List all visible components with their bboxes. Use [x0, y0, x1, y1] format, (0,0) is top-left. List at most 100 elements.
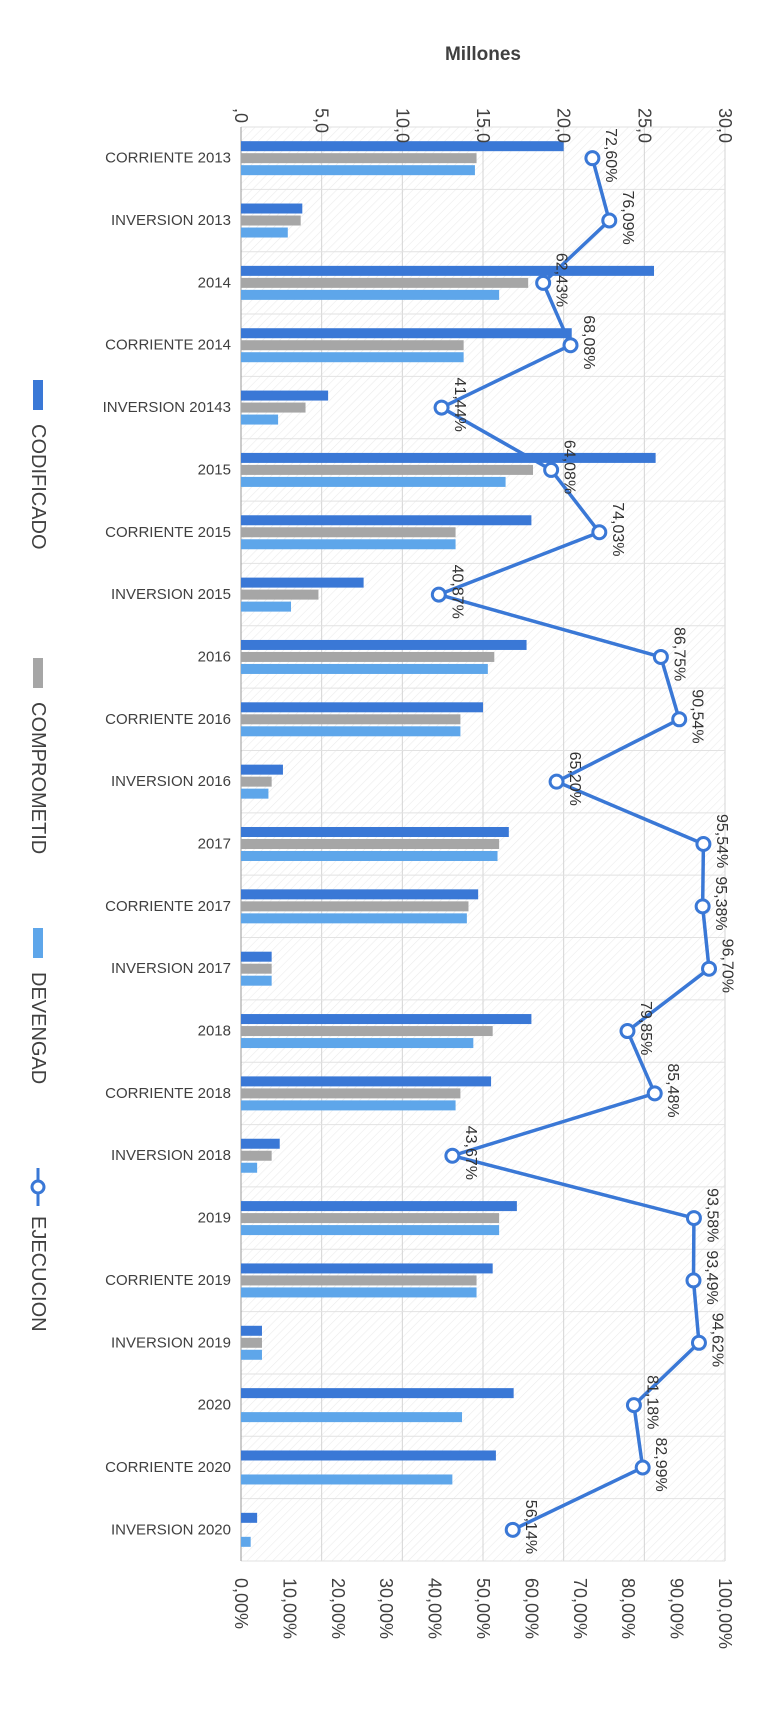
bar-comprometid — [241, 1150, 272, 1161]
bar-devengad — [241, 1474, 453, 1485]
bar-comprometid — [241, 340, 464, 351]
bottom-axis-tick-label: 100,00% — [715, 1578, 735, 1649]
legend-label-ejecucion: EJECUCION — [27, 1216, 49, 1332]
bar-comprometid — [241, 527, 456, 538]
category-label: INVERSION 2019 — [111, 1334, 231, 1351]
bar-codificado — [241, 1263, 493, 1274]
legend-label-devengad: DEVENGAD — [27, 972, 49, 1084]
category-label: 2016 — [198, 648, 231, 665]
bar-layer — [241, 141, 656, 1547]
bar-devengad — [241, 1100, 456, 1111]
data-label-ejecucion: 65,20% — [566, 752, 583, 806]
bar-devengad — [241, 414, 279, 425]
bar-devengad — [241, 1225, 500, 1236]
category-label: 2014 — [198, 274, 231, 291]
legend-swatch-codificado — [33, 380, 43, 410]
bar-comprometid — [241, 963, 272, 974]
legend: CODIFICADO COMPROMETID DEVENGAD EJECUCION — [27, 380, 49, 1332]
category-label: 2015 — [198, 461, 231, 478]
bar-codificado — [241, 1076, 492, 1087]
category-label: CORRIENTE 2020 — [105, 1459, 231, 1476]
data-label-ejecucion: 40,87% — [448, 565, 465, 619]
bar-codificado — [241, 1014, 532, 1025]
top-axis-tick-label: 20,0 — [554, 108, 574, 143]
legend-swatch-devengad — [33, 928, 43, 958]
top-axis-tick-label: 10,0 — [392, 108, 412, 143]
category-label: 2017 — [198, 836, 231, 853]
data-label-ejecucion: 56,14% — [522, 1500, 539, 1554]
data-label-ejecucion: 96,70% — [719, 939, 736, 993]
point-ejecucion — [433, 399, 450, 416]
category-label: CORRIENTE 2017 — [105, 898, 231, 915]
data-label-ejecucion: 85,48% — [664, 1063, 681, 1117]
data-label-ejecucion: 82,99% — [652, 1437, 669, 1491]
legend-label-codificado: CODIFICADO — [27, 424, 49, 550]
data-label-ejecucion: 94,62% — [708, 1313, 725, 1367]
legend-swatch-comprometid — [33, 658, 43, 688]
bar-codificado — [241, 702, 483, 713]
bar-codificado — [241, 889, 479, 900]
bar-comprometid — [241, 402, 306, 413]
bar-codificado — [241, 452, 656, 463]
bar-codificado — [241, 577, 364, 588]
bar-devengad — [241, 165, 475, 176]
bar-codificado — [241, 1512, 258, 1523]
data-label-ejecucion: 95,38% — [712, 876, 729, 930]
bar-codificado — [241, 764, 283, 775]
point-ejecucion — [591, 524, 608, 541]
bottom-axis-tick-label: 70,00% — [570, 1578, 590, 1639]
bar-comprometid — [241, 277, 529, 288]
point-ejecucion — [562, 337, 579, 354]
bar-comprometid — [241, 589, 319, 600]
bar-devengad — [241, 1536, 251, 1547]
category-label: INVERSION 2016 — [111, 773, 231, 790]
point-ejecucion — [685, 1272, 702, 1289]
category-label: INVERSION 2013 — [111, 212, 231, 229]
bar-codificado — [241, 141, 564, 152]
top-axis-title: Millones — [445, 44, 521, 65]
top-axis-tick-label: 30,0 — [715, 108, 735, 143]
bar-codificado — [241, 390, 329, 401]
category-label: 2020 — [198, 1397, 231, 1414]
bottom-axis-tick-label: 30,00% — [376, 1578, 396, 1639]
bar-comprometid — [241, 1026, 493, 1037]
data-label-ejecucion: 43,67% — [462, 1126, 479, 1180]
bar-devengad — [241, 289, 500, 300]
top-axis-tick-label: 25,0 — [634, 108, 654, 143]
bottom-axis-tick-label: 0,00% — [231, 1578, 251, 1629]
point-ejecucion — [430, 586, 447, 603]
point-ejecucion — [694, 898, 711, 915]
data-label-ejecucion: 62,43% — [553, 253, 570, 307]
point-ejecucion — [671, 711, 688, 728]
category-label: CORRIENTE 2016 — [105, 711, 231, 728]
point-ejecucion — [444, 1147, 461, 1164]
category-label: INVERSION 2015 — [111, 586, 231, 603]
category-label: CORRIENTE 2019 — [105, 1272, 231, 1289]
bar-codificado — [241, 1388, 514, 1399]
point-ejecucion — [685, 1210, 702, 1227]
data-label-ejecucion: 76,09% — [619, 191, 636, 245]
bar-comprometid — [241, 776, 272, 787]
bar-codificado — [241, 1201, 517, 1212]
top-axis-tick-label: ,0 — [231, 108, 251, 123]
bar-codificado — [241, 1325, 262, 1336]
bar-comprometid — [241, 1337, 262, 1348]
bar-comprometid — [241, 651, 495, 662]
top-axis-tick-label: 15,0 — [473, 108, 493, 143]
bar-devengad — [241, 726, 461, 737]
category-label: CORRIENTE 2013 — [105, 150, 231, 167]
bar-devengad — [241, 1162, 258, 1173]
bar-devengad — [241, 352, 464, 363]
bottom-axis-tick-label: 60,00% — [521, 1578, 541, 1639]
bar-devengad — [241, 1412, 463, 1423]
data-label-ejecucion: 64,08% — [561, 440, 578, 494]
bar-devengad — [241, 601, 292, 612]
point-ejecucion — [548, 773, 565, 790]
bar-devengad — [241, 476, 506, 487]
bar-devengad — [241, 851, 498, 861]
category-label: INVERSION 20143 — [103, 399, 231, 416]
data-label-ejecucion: 90,54% — [689, 689, 706, 743]
bar-codificado — [241, 951, 272, 962]
bar-codificado — [241, 639, 527, 650]
